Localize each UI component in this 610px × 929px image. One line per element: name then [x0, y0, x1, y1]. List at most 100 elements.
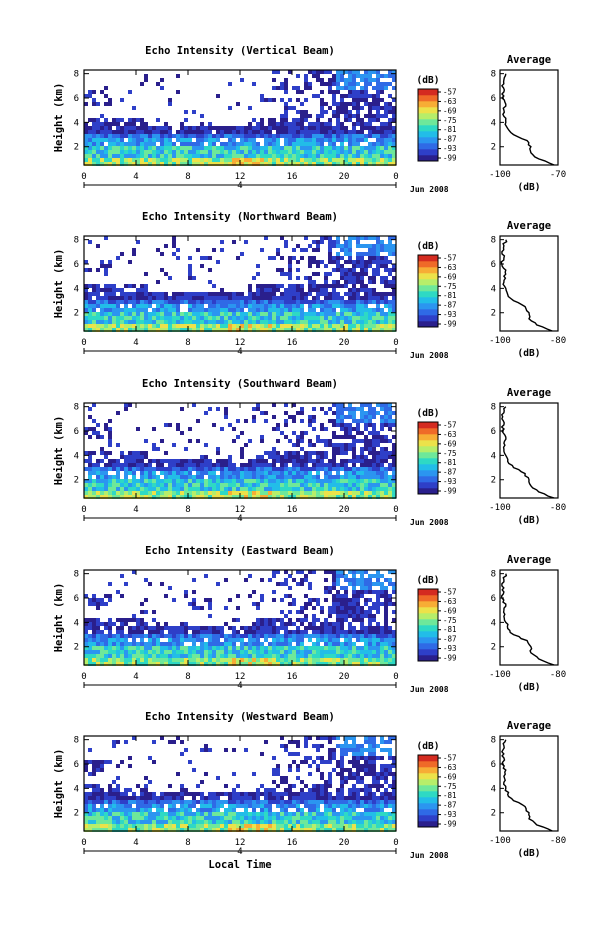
x-tick-label: 20	[339, 672, 350, 682]
heatmap-cell	[292, 308, 296, 312]
heatmap-cell	[152, 654, 156, 658]
heatmap-cell	[348, 280, 352, 284]
heatmap-cell	[128, 788, 132, 792]
heatmap-cell	[380, 463, 384, 467]
heatmap-cell	[380, 475, 384, 479]
heatmap-cell	[200, 455, 204, 459]
y-tick-label: 6	[74, 94, 79, 104]
heatmap-cell	[372, 130, 376, 134]
profile-x-tick-label: -80	[550, 336, 566, 346]
heatmap-cell	[364, 479, 368, 483]
heatmap-cell	[388, 154, 392, 158]
heatmap-cell	[204, 495, 208, 499]
heatmap-cell	[308, 654, 312, 658]
heatmap-cell	[316, 634, 320, 638]
heatmap-cell	[288, 658, 292, 662]
heatmap-cell	[368, 487, 372, 491]
heatmap-cell	[180, 634, 184, 638]
heatmap-cell	[376, 638, 380, 642]
colorbar-tick-label: -63	[443, 597, 457, 606]
heatmap-cell	[120, 154, 124, 158]
heatmap-cell	[280, 292, 284, 296]
heatmap-cell	[88, 158, 92, 162]
heatmap-cell	[148, 324, 152, 328]
heatmap-cell	[180, 626, 184, 630]
heatmap-cell	[116, 630, 120, 634]
heatmap-cell	[100, 260, 104, 264]
heatmap-cell	[364, 475, 368, 479]
heatmap-cell	[288, 471, 292, 475]
heatmap-cell	[120, 495, 124, 499]
heatmap-cell	[292, 602, 296, 606]
heatmap-cell	[268, 296, 272, 300]
heatmap-cell	[116, 308, 120, 312]
heatmap-cell	[348, 70, 352, 74]
heatmap-cell	[384, 776, 388, 780]
heatmap-cell	[280, 130, 284, 134]
heatmap-cell	[336, 82, 340, 86]
colorbar-tick-label: -63	[443, 97, 457, 106]
heatmap-cell	[148, 483, 152, 487]
heatmap-cell	[88, 459, 92, 463]
heatmap-cell	[92, 324, 96, 328]
heatmap-cell	[244, 646, 248, 650]
heatmap-cell	[300, 606, 304, 610]
heatmap-cell	[92, 102, 96, 106]
heatmap-cell	[116, 304, 120, 308]
heatmap-cell	[388, 598, 392, 602]
heatmap-cell	[344, 475, 348, 479]
heatmap-cell	[168, 102, 172, 106]
heatmap-cell	[364, 654, 368, 658]
heatmap-cell	[332, 634, 336, 638]
colorbar-tick-label: -69	[443, 106, 457, 115]
heatmap-cell	[172, 150, 176, 154]
heatmap-cell	[300, 102, 304, 106]
colorbar-tick-label: -57	[443, 421, 457, 430]
x-tick-label: 0	[81, 505, 86, 515]
heatmap-cell	[268, 98, 272, 102]
heatmap-cell	[272, 451, 276, 455]
heatmap-cell	[164, 328, 168, 332]
heatmap-cell	[320, 650, 324, 654]
heatmap-cell	[268, 622, 272, 626]
heatmap-cell	[392, 582, 396, 586]
heatmap-cell	[132, 467, 136, 471]
heatmap-cell	[180, 328, 184, 332]
heatmap-cell	[272, 574, 276, 578]
heatmap-cell	[392, 630, 396, 634]
heatmap-cell	[136, 134, 140, 138]
heatmap-cell	[216, 662, 220, 666]
x-tick-label: 12	[235, 172, 246, 182]
heatmap-cell	[180, 630, 184, 634]
heatmap-cell	[148, 328, 152, 332]
heatmap-cell	[340, 463, 344, 467]
colorbar-swatch	[418, 458, 438, 465]
heatmap-cell	[108, 594, 112, 598]
heatmap-cell	[152, 630, 156, 634]
profile-frame	[499, 69, 559, 166]
heatmap-cell	[280, 98, 284, 102]
heatmap-cell	[216, 459, 220, 463]
heatmap-cell	[196, 324, 200, 328]
heatmap-cell	[132, 126, 136, 130]
heatmap-cell	[356, 772, 360, 776]
heatmap-cell	[176, 90, 180, 94]
heatmap-cell	[336, 415, 340, 419]
heatmap-cell	[136, 451, 140, 455]
heatmap-cell	[108, 439, 112, 443]
heatmap-cell	[224, 483, 228, 487]
heatmap-cell	[156, 280, 160, 284]
heatmap-cell	[388, 407, 392, 411]
heatmap-cell	[380, 244, 384, 248]
heatmap-cell	[356, 614, 360, 618]
heatmap-cell	[276, 439, 280, 443]
heatmap-cell	[168, 784, 172, 788]
heatmap-cell	[112, 744, 116, 748]
heatmap-cell	[332, 280, 336, 284]
heatmap-cell	[288, 594, 292, 598]
heatmap-cell	[136, 784, 140, 788]
heatmap-cell	[216, 642, 220, 646]
heatmap-cell	[244, 312, 248, 316]
heatmap-cell	[136, 455, 140, 459]
heatmap-cell	[228, 292, 232, 296]
